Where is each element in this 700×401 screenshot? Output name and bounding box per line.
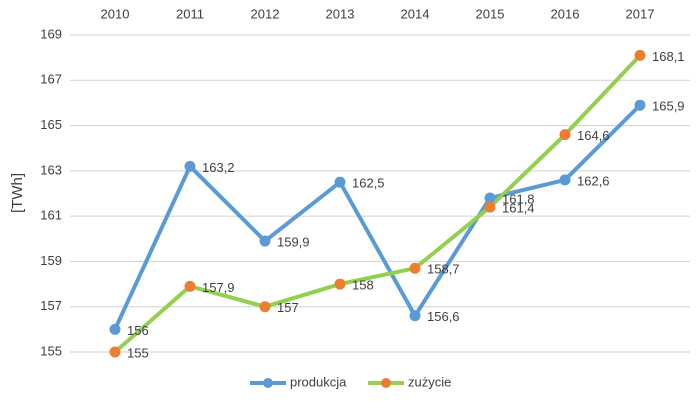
y-tick-label: 165: [40, 117, 62, 132]
data-label: 157,9: [202, 280, 235, 295]
point: [184, 160, 196, 172]
legend-label: zużycie: [408, 374, 451, 389]
y-tick-label: 159: [40, 253, 62, 268]
data-label: 158: [352, 278, 374, 293]
y-tick-label: 167: [40, 72, 62, 87]
data-label: 165,9: [652, 99, 685, 114]
data-label: 161,8: [502, 191, 535, 206]
point: [409, 262, 421, 274]
data-label: 158,7: [427, 262, 460, 277]
legend-marker: [263, 378, 273, 388]
point: [109, 346, 121, 358]
data-label: 156: [127, 323, 149, 338]
data-label: 155: [127, 345, 149, 360]
point: [559, 129, 571, 141]
point: [259, 235, 271, 247]
point: [559, 174, 571, 186]
x-tick-label: 2013: [326, 6, 355, 21]
point: [634, 49, 646, 61]
x-tick-label: 2010: [101, 6, 130, 21]
x-tick-label: 2017: [626, 6, 655, 21]
point: [484, 201, 496, 213]
y-tick-label: 163: [40, 162, 62, 177]
series-line: [113, 103, 642, 331]
data-label: 161,4: [502, 201, 535, 216]
data-label: 157: [277, 300, 299, 315]
point: [184, 280, 196, 292]
data-label: 168,1: [652, 49, 685, 64]
point: [334, 278, 346, 290]
point: [484, 192, 496, 204]
data-label: 162,5: [352, 176, 385, 191]
data-label: 156,6: [427, 309, 460, 324]
series-line: [113, 54, 642, 354]
y-tick-label: 161: [40, 208, 62, 223]
y-tick-label: 157: [40, 298, 62, 313]
data-label: 164,6: [577, 128, 610, 143]
legend-marker: [381, 378, 391, 388]
y-axis-label: [TWh]: [9, 173, 26, 213]
y-tick-label: 155: [40, 343, 62, 358]
point: [634, 99, 646, 111]
x-tick-label: 2014: [401, 6, 430, 21]
data-label: 162,6: [577, 173, 610, 188]
x-tick-label: 2012: [251, 6, 280, 21]
point: [409, 310, 421, 322]
y-tick-label: 169: [40, 26, 62, 41]
point: [109, 323, 121, 335]
legend-label: produkcja: [290, 374, 347, 389]
x-tick-label: 2015: [476, 6, 505, 21]
data-label: 163,2: [202, 160, 235, 175]
x-tick-label: 2011: [176, 6, 204, 21]
point: [259, 301, 271, 313]
point: [334, 176, 346, 188]
data-label: 159,9: [277, 234, 310, 249]
x-tick-label: 2016: [551, 6, 580, 21]
